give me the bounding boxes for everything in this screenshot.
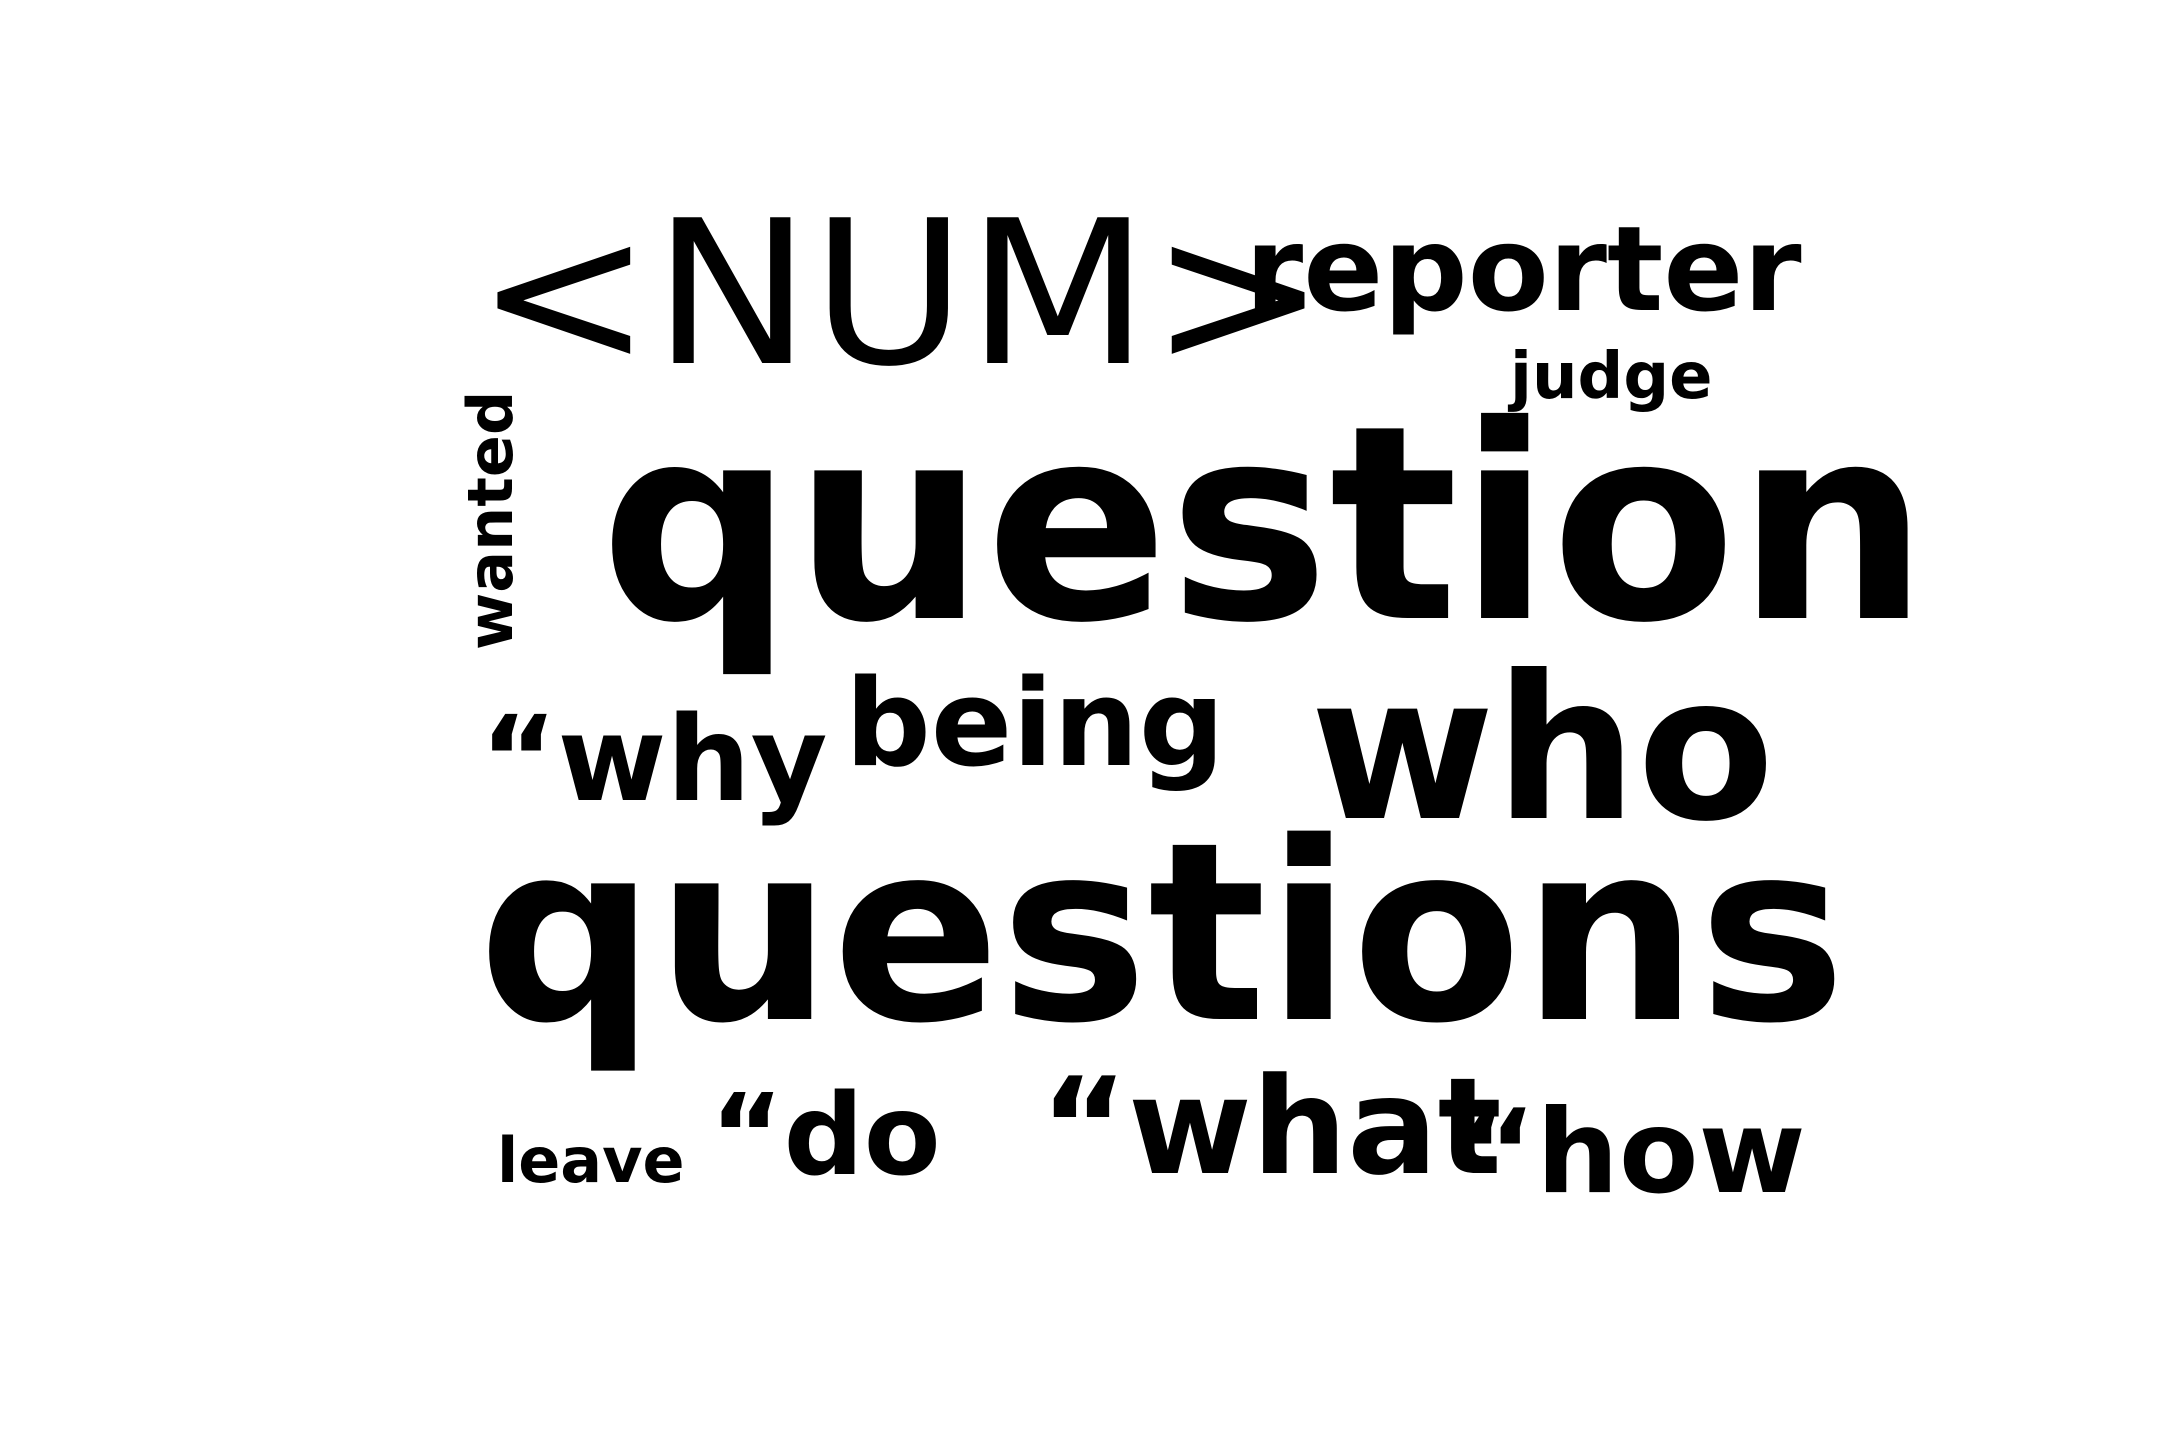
word-questions: questions	[478, 790, 1846, 1078]
word-being: being	[845, 655, 1225, 794]
word-num: <NUM>	[475, 178, 1327, 411]
word-leave: leave	[497, 1124, 685, 1197]
word-what: “what	[1040, 1049, 1502, 1205]
word-reporter: reporter	[1245, 200, 1802, 338]
word-wanted: wanted	[454, 390, 527, 650]
word-how: “how	[1460, 1085, 1806, 1220]
word-who: who	[1310, 633, 1775, 866]
word-do: “do	[710, 1071, 941, 1201]
word-question: question	[600, 367, 1929, 682]
word-judge: judge	[1510, 340, 1713, 414]
word-why: “why	[480, 690, 828, 828]
